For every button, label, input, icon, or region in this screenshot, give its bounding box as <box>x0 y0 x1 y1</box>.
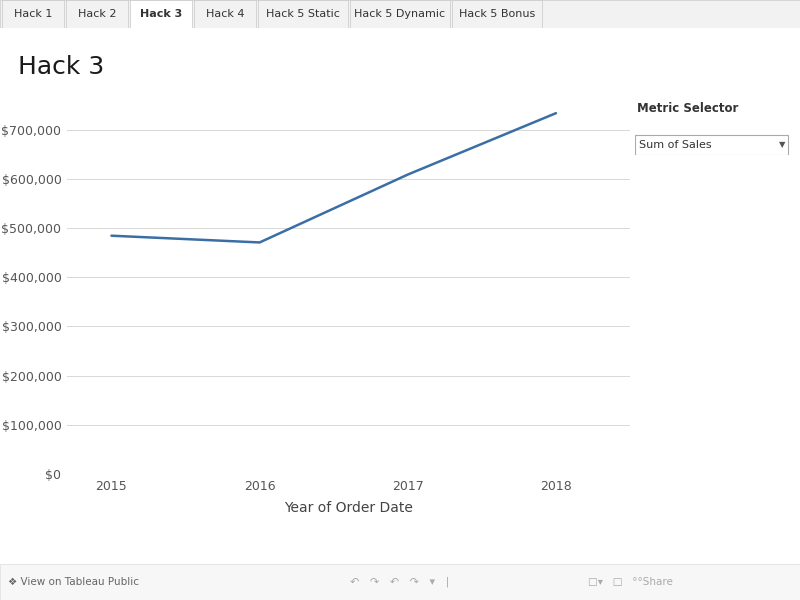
Text: Metric Selector: Metric Selector <box>637 102 738 115</box>
X-axis label: Year of Order Date: Year of Order Date <box>284 501 413 515</box>
Text: ▼: ▼ <box>778 140 786 149</box>
Bar <box>452 0 542 28</box>
Bar <box>66 0 128 28</box>
Text: ❖ View on Tableau Public: ❖ View on Tableau Public <box>8 577 139 587</box>
Text: Hack 2: Hack 2 <box>78 9 116 19</box>
Text: Hack 4: Hack 4 <box>206 9 244 19</box>
Text: Hack 5 Dynamic: Hack 5 Dynamic <box>354 9 446 19</box>
Bar <box>258 0 348 28</box>
Text: Hack 3: Hack 3 <box>140 9 182 19</box>
Bar <box>2 0 64 28</box>
Text: Hack 5 Static: Hack 5 Static <box>266 9 340 19</box>
Bar <box>635 135 788 155</box>
Text: ↶   ↷   ↶   ↷   ▾   |: ↶ ↷ ↶ ↷ ▾ | <box>350 577 450 587</box>
Text: Hack 1: Hack 1 <box>14 9 52 19</box>
Text: Hack 3: Hack 3 <box>18 55 104 79</box>
Text: Hack 5 Bonus: Hack 5 Bonus <box>459 9 535 19</box>
Text: □▾   □   °°Share: □▾ □ °°Share <box>587 577 673 587</box>
Bar <box>194 0 256 28</box>
Bar <box>130 0 192 28</box>
Bar <box>350 0 450 28</box>
Text: Sum of Sales: Sum of Sales <box>639 140 712 150</box>
